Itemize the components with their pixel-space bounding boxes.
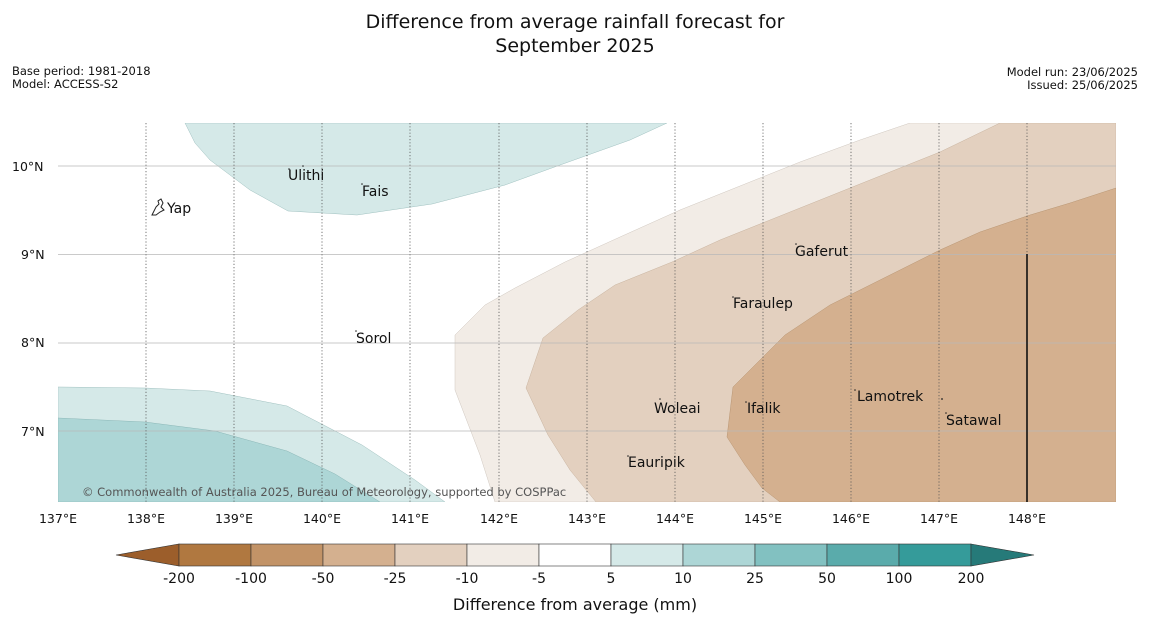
colorbar-label: -50 [312,571,335,587]
lon-label-143e: 143°E [568,511,606,526]
meta-left: Base period: 1981-2018 Model: ACCESS-S2 [12,65,151,91]
band-plus-10-southwest [58,417,381,502]
lon-label-147e: 147°E [920,511,958,526]
colorbar-label: -5 [532,571,546,587]
title-line-2: September 2025 [495,35,655,57]
colorbar-bin [322,543,396,567]
place-eauripik: Eauripik [628,455,686,471]
colorbar-bin [610,543,684,567]
place-ulithi: Ulithi [288,168,324,184]
place-satawal: Satawal [946,413,1001,429]
island-markers [288,165,947,457]
lon-label-139e: 139°E [215,511,253,526]
colorbar-label: -200 [163,571,195,587]
colorbar-label: 5 [607,571,616,587]
place-gaferut: Gaferut [795,244,849,260]
place-lamotrek: Lamotrek [857,389,924,405]
band-plus-5-north [184,123,668,216]
colorbar-label: -100 [235,571,267,587]
map-title: Difference from average rainfall forecas… [0,10,1150,58]
colorbar-bin [538,543,612,567]
lat-label-7n: 7°N [21,424,45,439]
model-run: Model run: 23/06/2025 [1006,65,1138,79]
lat-label-10n: 10°N [12,159,44,174]
lon-label-138e: 138°E [127,511,165,526]
latitude-labels: 10°N 9°N 8°N 7°N [12,159,45,439]
issued-date: Issued: 25/06/2025 [1027,78,1138,92]
place-ifalik: Ifalik [747,401,781,417]
colorbar-bin [826,543,900,567]
place-woleai: Woleai [654,401,701,417]
lon-label-146e: 146°E [832,511,870,526]
band-minus-25 [726,187,1116,502]
colorbar-title: Difference from average (mm) [453,595,697,614]
lon-label-142e: 142°E [480,511,518,526]
lon-label-144e: 144°E [656,511,694,526]
colorbar-bin [250,543,324,567]
colorbar-bin [682,543,756,567]
lon-label-137e: 137°E [39,511,77,526]
colorbar-labels: -200 -100 -50 -25 -10 -5 5 10 25 50 100 … [163,571,984,587]
colorbar-label: -10 [456,571,479,587]
lon-label-140e: 140°E [303,511,341,526]
title-line-1: Difference from average rainfall forecas… [365,11,785,33]
place-fais: Fais [362,184,389,200]
colorbar-bin [178,543,252,567]
colorbar-label: 50 [818,571,836,587]
colorbar-label: -25 [384,571,407,587]
yap-island-shape [151,198,165,216]
place-yap: Yap [166,201,191,217]
colorbar-bin [898,543,972,567]
place-sorol: Sorol [356,331,391,347]
place-labels: Ulithi Fais Yap Gaferut Faraulep Sorol L… [166,168,1001,471]
base-period: Base period: 1981-2018 [12,64,151,78]
colorbar-bins [178,543,972,567]
lon-label-141e: 141°E [391,511,429,526]
colorbar-bin [754,543,828,567]
colorbar-label: 10 [674,571,692,587]
colorbar-label: 100 [886,571,913,587]
colorbar: -200 -100 -50 -25 -10 -5 5 10 25 50 100 … [115,543,1035,614]
colorbar-under-arrow [115,543,180,567]
colorbar-label: 25 [746,571,764,587]
colorbar-bin [394,543,468,567]
colorbar-over-arrow [970,543,1035,567]
place-faraulep: Faraulep [733,296,793,312]
lat-label-9n: 9°N [21,247,45,262]
lon-label-145e: 145°E [744,511,782,526]
colorbar-bin [466,543,540,567]
copyright-notice: © Commonwealth of Australia 2025, Bureau… [82,485,566,499]
longitude-labels: 137°E 138°E 139°E 140°E 141°E 142°E 143°… [39,511,1046,526]
model-name: Model: ACCESS-S2 [12,77,119,91]
rainfall-anomaly-layer [58,123,1116,502]
lon-label-148e: 148°E [1008,511,1046,526]
meta-right: Model run: 23/06/2025 Issued: 25/06/2025 [1007,66,1138,92]
colorbar-label: 200 [958,571,985,587]
lat-label-8n: 8°N [21,335,45,350]
